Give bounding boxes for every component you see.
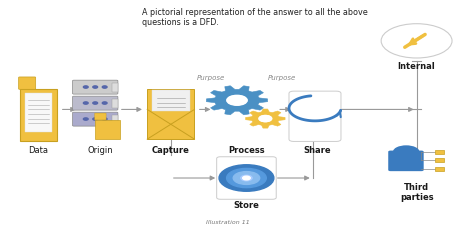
Circle shape bbox=[241, 175, 252, 181]
Text: Purpose: Purpose bbox=[268, 74, 297, 80]
Text: Share: Share bbox=[303, 145, 331, 154]
FancyBboxPatch shape bbox=[289, 92, 341, 142]
Circle shape bbox=[381, 25, 452, 59]
Text: Internal: Internal bbox=[398, 62, 436, 71]
Circle shape bbox=[102, 87, 107, 89]
Text: Third
parties: Third parties bbox=[400, 182, 433, 202]
Circle shape bbox=[83, 87, 88, 89]
Text: A pictorial representation of the answer to all the above
questions is a DFD.: A pictorial representation of the answer… bbox=[143, 8, 368, 27]
Circle shape bbox=[93, 118, 98, 121]
Circle shape bbox=[93, 102, 98, 105]
Bar bbox=[436, 158, 444, 162]
Circle shape bbox=[93, 87, 98, 89]
FancyBboxPatch shape bbox=[147, 90, 194, 139]
FancyBboxPatch shape bbox=[95, 120, 120, 139]
FancyBboxPatch shape bbox=[217, 157, 276, 199]
Circle shape bbox=[102, 118, 107, 121]
FancyBboxPatch shape bbox=[152, 91, 190, 111]
Polygon shape bbox=[206, 86, 268, 115]
Circle shape bbox=[243, 176, 250, 180]
FancyBboxPatch shape bbox=[388, 151, 424, 171]
Circle shape bbox=[227, 169, 266, 188]
Bar bbox=[436, 167, 444, 171]
FancyBboxPatch shape bbox=[95, 114, 106, 120]
Text: Illustration 11: Illustration 11 bbox=[206, 219, 249, 224]
Circle shape bbox=[228, 96, 246, 105]
Text: Purpose: Purpose bbox=[197, 74, 225, 80]
Text: Process: Process bbox=[228, 145, 265, 154]
Circle shape bbox=[83, 102, 88, 105]
Circle shape bbox=[83, 118, 88, 121]
Text: Origin: Origin bbox=[87, 145, 113, 154]
Circle shape bbox=[227, 96, 247, 106]
FancyBboxPatch shape bbox=[112, 99, 118, 108]
Circle shape bbox=[259, 116, 272, 122]
Circle shape bbox=[219, 165, 274, 191]
Circle shape bbox=[259, 116, 272, 122]
FancyBboxPatch shape bbox=[112, 115, 118, 124]
FancyBboxPatch shape bbox=[73, 81, 118, 95]
Text: Capture: Capture bbox=[152, 145, 190, 154]
FancyBboxPatch shape bbox=[19, 90, 57, 142]
FancyBboxPatch shape bbox=[73, 97, 118, 111]
FancyBboxPatch shape bbox=[18, 78, 36, 90]
FancyBboxPatch shape bbox=[25, 94, 52, 133]
Polygon shape bbox=[246, 109, 285, 128]
FancyBboxPatch shape bbox=[112, 84, 118, 92]
Circle shape bbox=[393, 146, 419, 158]
Circle shape bbox=[102, 102, 107, 105]
Circle shape bbox=[233, 172, 260, 185]
Text: Store: Store bbox=[234, 200, 259, 209]
FancyBboxPatch shape bbox=[73, 113, 118, 127]
Text: Data: Data bbox=[28, 145, 48, 154]
Bar bbox=[436, 150, 444, 154]
